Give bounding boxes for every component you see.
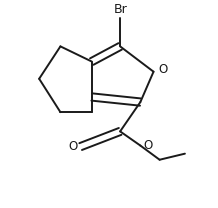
Text: O: O [68, 140, 78, 153]
Text: O: O [158, 63, 168, 76]
Text: Br: Br [113, 3, 127, 16]
Text: O: O [143, 139, 153, 152]
